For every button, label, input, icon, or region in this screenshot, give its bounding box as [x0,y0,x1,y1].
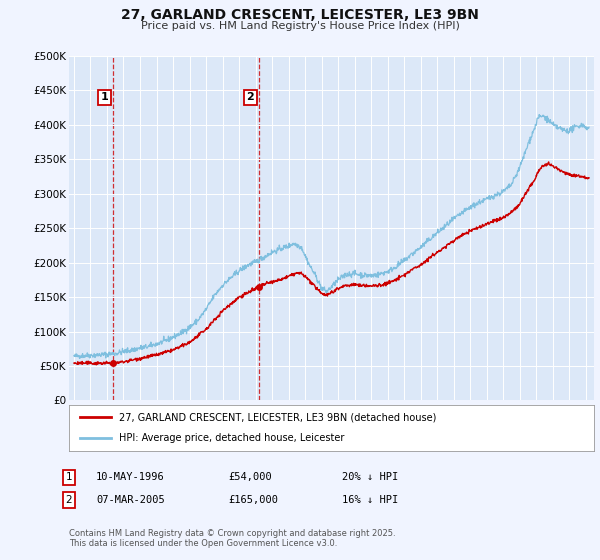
Text: HPI: Average price, detached house, Leicester: HPI: Average price, detached house, Leic… [119,433,344,444]
Text: 20% ↓ HPI: 20% ↓ HPI [342,472,398,482]
Text: 2: 2 [65,495,73,505]
Text: 10-MAY-1996: 10-MAY-1996 [96,472,165,482]
Text: 1: 1 [101,92,109,102]
Text: £165,000: £165,000 [228,495,278,505]
Text: Contains HM Land Registry data © Crown copyright and database right 2025.: Contains HM Land Registry data © Crown c… [69,529,395,538]
Text: Price paid vs. HM Land Registry's House Price Index (HPI): Price paid vs. HM Land Registry's House … [140,21,460,31]
Text: 1: 1 [65,472,73,482]
Text: 16% ↓ HPI: 16% ↓ HPI [342,495,398,505]
Text: 27, GARLAND CRESCENT, LEICESTER, LE3 9BN: 27, GARLAND CRESCENT, LEICESTER, LE3 9BN [121,8,479,22]
Text: £54,000: £54,000 [228,472,272,482]
Text: 27, GARLAND CRESCENT, LEICESTER, LE3 9BN (detached house): 27, GARLAND CRESCENT, LEICESTER, LE3 9BN… [119,412,436,422]
Text: This data is licensed under the Open Government Licence v3.0.: This data is licensed under the Open Gov… [69,539,337,548]
Text: 07-MAR-2005: 07-MAR-2005 [96,495,165,505]
Text: 2: 2 [247,92,254,102]
